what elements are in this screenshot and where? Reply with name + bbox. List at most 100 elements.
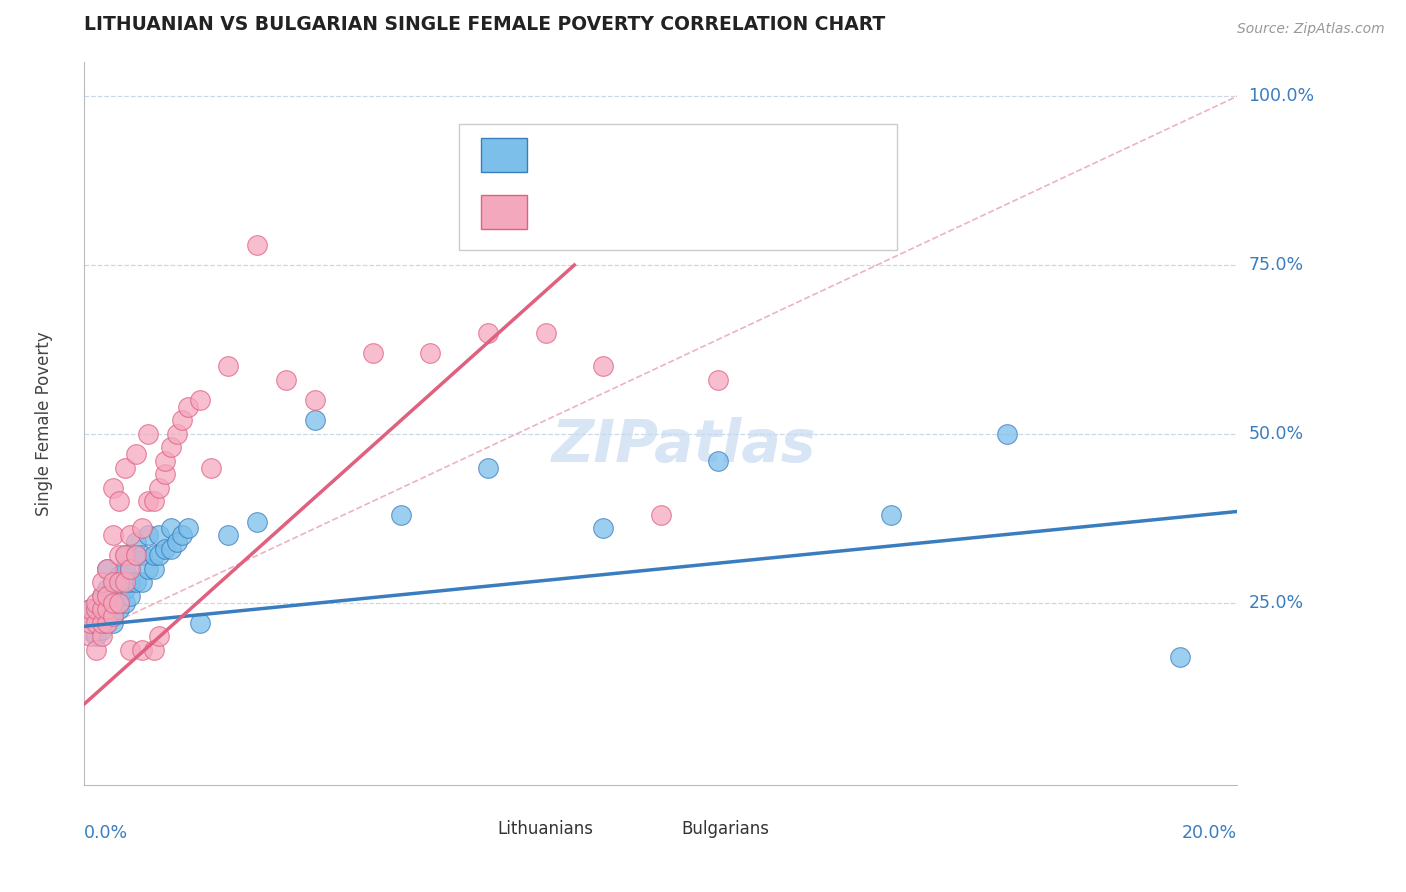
Text: Single Female Poverty: Single Female Poverty — [35, 332, 53, 516]
Point — [419, 346, 441, 360]
Point — [304, 413, 326, 427]
Point — [114, 549, 136, 563]
Point — [177, 521, 200, 535]
Point — [103, 481, 124, 495]
Point — [136, 528, 159, 542]
Point — [114, 460, 136, 475]
Point — [84, 629, 107, 643]
Point — [96, 562, 118, 576]
Point — [246, 515, 269, 529]
Point — [188, 393, 211, 408]
Point — [125, 549, 148, 563]
Point — [84, 643, 107, 657]
Point — [79, 602, 101, 616]
Point — [79, 615, 101, 630]
Point — [218, 359, 240, 374]
Point — [84, 596, 107, 610]
Point — [246, 237, 269, 252]
Point — [125, 575, 148, 590]
Text: LITHUANIAN VS BULGARIAN SINGLE FEMALE POVERTY CORRELATION CHART: LITHUANIAN VS BULGARIAN SINGLE FEMALE PO… — [84, 14, 886, 34]
Point — [131, 549, 153, 563]
Point — [136, 494, 159, 508]
Point — [136, 562, 159, 576]
Point — [650, 508, 672, 522]
Point — [79, 615, 101, 630]
Point — [125, 549, 148, 563]
Text: ZIPatlas: ZIPatlas — [551, 417, 815, 474]
Point — [142, 549, 165, 563]
Point — [153, 454, 176, 468]
Point — [103, 589, 124, 603]
Point — [90, 589, 112, 603]
Point — [160, 521, 183, 535]
Point — [90, 623, 112, 637]
Point — [90, 609, 112, 624]
Point — [108, 549, 131, 563]
Point — [84, 602, 107, 616]
Point — [166, 426, 188, 441]
Point — [108, 568, 131, 582]
Point — [114, 575, 136, 590]
Point — [1168, 649, 1191, 664]
Point — [103, 528, 124, 542]
Point — [707, 373, 730, 387]
Point — [79, 602, 101, 616]
Point — [108, 596, 131, 610]
Point — [153, 467, 176, 482]
Point — [125, 447, 148, 461]
Point — [96, 602, 118, 616]
Point — [534, 326, 557, 340]
Text: 0.0%: 0.0% — [84, 824, 128, 842]
Point — [96, 602, 118, 616]
Point — [304, 393, 326, 408]
Point — [103, 602, 124, 616]
Point — [79, 615, 101, 630]
Point — [103, 596, 124, 610]
Point — [707, 454, 730, 468]
Point — [120, 643, 142, 657]
FancyBboxPatch shape — [637, 814, 671, 844]
Text: Source: ZipAtlas.com: Source: ZipAtlas.com — [1237, 22, 1385, 37]
Point — [114, 596, 136, 610]
Point — [108, 596, 131, 610]
Text: 20.0%: 20.0% — [1182, 824, 1237, 842]
Point — [160, 541, 183, 556]
Point — [103, 609, 124, 624]
Point — [391, 508, 413, 522]
Point — [120, 562, 142, 576]
Point — [148, 528, 170, 542]
Point — [90, 602, 112, 616]
Point — [995, 426, 1018, 441]
Text: Lithuanians: Lithuanians — [498, 820, 593, 838]
Point — [592, 521, 614, 535]
FancyBboxPatch shape — [460, 124, 897, 251]
Text: 75.0%: 75.0% — [1249, 256, 1303, 274]
Point — [276, 373, 298, 387]
Point — [90, 629, 112, 643]
Point — [103, 609, 124, 624]
Point — [90, 589, 112, 603]
Text: Bulgarians: Bulgarians — [682, 820, 769, 838]
Point — [125, 534, 148, 549]
Point — [172, 528, 194, 542]
Point — [188, 615, 211, 630]
Point — [142, 562, 165, 576]
Text: R =  0.220    N = 57: R = 0.220 N = 57 — [540, 145, 754, 164]
Point — [477, 460, 499, 475]
Point — [120, 562, 142, 576]
Point — [200, 460, 222, 475]
Point — [160, 440, 183, 454]
FancyBboxPatch shape — [481, 195, 527, 229]
Point — [108, 494, 131, 508]
Point — [90, 575, 112, 590]
Point — [172, 413, 194, 427]
Point — [131, 521, 153, 535]
Point — [103, 582, 124, 596]
Point — [166, 534, 188, 549]
Point — [131, 643, 153, 657]
Point — [90, 615, 112, 630]
Point — [148, 549, 170, 563]
Point — [79, 629, 101, 643]
Point — [96, 562, 118, 576]
Point — [142, 494, 165, 508]
